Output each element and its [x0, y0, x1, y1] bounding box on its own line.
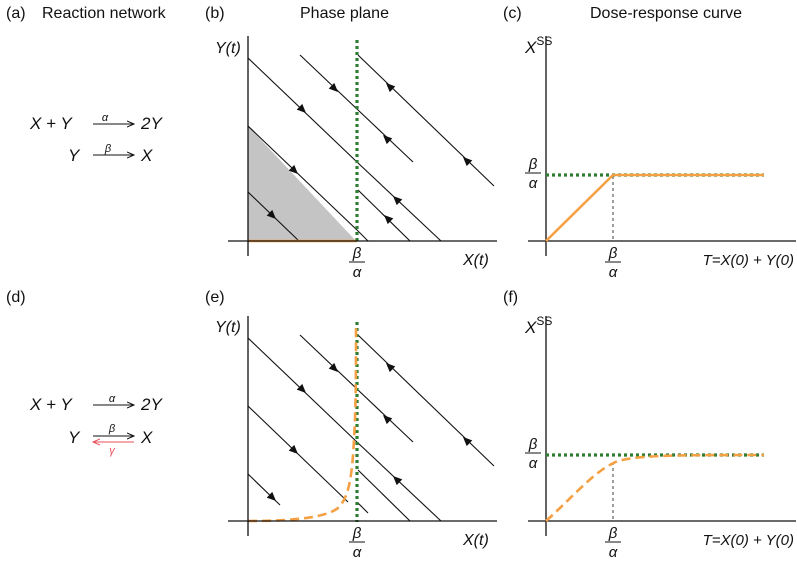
flow-arrow-icon: [384, 215, 394, 225]
y-axis-label-main: X: [524, 318, 537, 337]
flow-arrow-icon: [393, 476, 403, 486]
reaction-4-rate-backward: γ: [109, 445, 116, 457]
dose-response-curve: [545, 453, 765, 522]
trajectory-line: [357, 230, 369, 242]
flow-arrow-icon: [393, 196, 403, 206]
trajectory-line: [357, 334, 495, 467]
panel-label-e: (e): [205, 289, 225, 306]
y-tick-numerator: β: [528, 156, 538, 173]
y-axis-label-main: X: [524, 38, 537, 57]
y-axis-label-sup: SS: [536, 34, 552, 48]
steady-state-curve: [247, 324, 358, 523]
y-axis-label: Y(t): [215, 40, 241, 57]
trajectory-line: [299, 54, 359, 111]
flow-arrow-icon: [383, 135, 393, 145]
flow-arrow-icon: [328, 82, 338, 92]
panel-label-b: (b): [205, 5, 225, 22]
reaction-3-lhs: X + Y: [29, 395, 73, 414]
flow-arrow-icon: [288, 164, 298, 174]
reaction-4-rate-forward: β: [108, 423, 116, 435]
title-reaction-network: Reaction network: [42, 5, 167, 22]
basin-shaded-region: [248, 126, 356, 241]
trajectory-line: [357, 54, 495, 187]
reaction-3-rate: α: [109, 393, 116, 405]
flow-arrow-icon: [383, 415, 393, 425]
flow-arrow-icon: [296, 383, 306, 393]
reaction-2-rate: β: [104, 143, 112, 155]
reaction-1-rate: α: [102, 112, 109, 124]
y-tick-denominator: α: [529, 455, 538, 472]
flow-arrow-icon: [328, 362, 338, 372]
flow-arrow-icon: [386, 83, 396, 93]
trajectory-line: [357, 469, 411, 522]
x-tick-numerator: β: [608, 245, 618, 262]
x-tick-numerator: β: [608, 525, 618, 542]
panel-label-a: (a): [6, 5, 26, 22]
y-axis-label: XSS: [524, 314, 552, 337]
tick-label-denominator: α: [353, 264, 362, 281]
trajectory-line: [357, 502, 369, 514]
panel-label-d: (d): [6, 289, 26, 306]
dose-response-bottom: XSS β α β α T=X(0) + Y(0): [524, 314, 796, 561]
dose-response-top: XSS β α β α T=X(0) + Y(0): [524, 34, 796, 281]
reaction-network-bottom: X + Y α 2Y Y β γ X: [29, 393, 163, 457]
x-tick-denominator: α: [609, 264, 618, 281]
trajectory-line: [357, 189, 411, 242]
reaction-3-rhs: 2Y: [140, 395, 163, 414]
title-phase-plane: Phase plane: [300, 5, 389, 22]
dose-response-curve: [545, 173, 764, 242]
trajectory-line: [247, 125, 359, 232]
reaction-network-top: X + Y α 2Y Y β X: [29, 112, 163, 165]
y-tick-numerator: β: [528, 436, 538, 453]
tick-label-numerator: β: [352, 245, 362, 262]
phase-plane-top: Y(t) X(t) β α: [215, 36, 497, 281]
tick-label-numerator: β: [352, 525, 362, 542]
phase-plane-bottom: Y(t) X(t) β α: [215, 316, 497, 561]
reaction-2-rhs: X: [140, 146, 153, 165]
flow-arrow-icon: [266, 209, 276, 219]
reaction-4-lhs: Y: [68, 428, 81, 447]
flow-arrow-icon: [288, 444, 298, 454]
reaction-1-rhs: 2Y: [140, 114, 163, 133]
flow-arrow-icon: [266, 491, 276, 501]
y-axis-label: XSS: [524, 34, 552, 57]
title-dose-response: Dose-response curve: [590, 5, 742, 22]
y-axis-label: Y(t): [215, 319, 241, 336]
reaction-1-lhs: X + Y: [29, 114, 73, 133]
reaction-4-rhs: X: [140, 428, 153, 447]
panel-label-c: (c): [503, 5, 522, 22]
trajectory-line: [299, 334, 359, 391]
flow-arrow-icon: [386, 363, 396, 373]
tick-label-denominator: α: [353, 544, 362, 561]
x-axis-label: T=X(0) + Y(0): [703, 532, 794, 549]
y-tick-denominator: α: [529, 175, 538, 192]
x-tick-denominator: α: [609, 544, 618, 561]
flow-arrow-icon: [463, 437, 473, 447]
reaction-2-lhs: Y: [68, 146, 81, 165]
x-axis-label: T=X(0) + Y(0): [703, 252, 794, 269]
x-axis-label: X(t): [462, 532, 489, 549]
panel-label-f: (f): [503, 289, 518, 306]
x-axis-label: X(t): [462, 252, 489, 269]
flow-arrow-icon: [463, 157, 473, 167]
flow-arrow-icon: [296, 103, 306, 113]
y-axis-label-sup: SS: [536, 314, 552, 328]
